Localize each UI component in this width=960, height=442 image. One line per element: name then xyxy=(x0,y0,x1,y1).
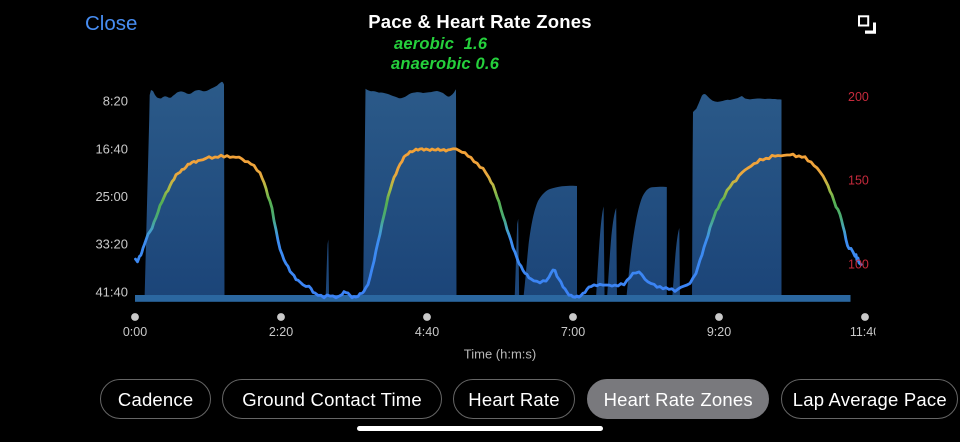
svg-text:16:40: 16:40 xyxy=(95,141,128,156)
svg-text:150: 150 xyxy=(848,173,869,187)
svg-text:25:00: 25:00 xyxy=(95,189,128,204)
svg-text:8:20: 8:20 xyxy=(103,94,128,109)
svg-text:7:00: 7:00 xyxy=(561,325,585,339)
svg-text:100: 100 xyxy=(848,258,869,272)
svg-text:41:40: 41:40 xyxy=(95,285,128,300)
svg-text:200: 200 xyxy=(848,90,869,104)
svg-text:0:00: 0:00 xyxy=(123,325,147,339)
svg-text:9:20: 9:20 xyxy=(707,325,731,339)
svg-text:Time (h:m:s): Time (h:m:s) xyxy=(464,347,536,362)
svg-text:11:40: 11:40 xyxy=(850,325,880,339)
svg-text:33:20: 33:20 xyxy=(95,237,128,252)
svg-text:4:40: 4:40 xyxy=(415,325,439,339)
svg-text:2:20: 2:20 xyxy=(269,325,293,339)
